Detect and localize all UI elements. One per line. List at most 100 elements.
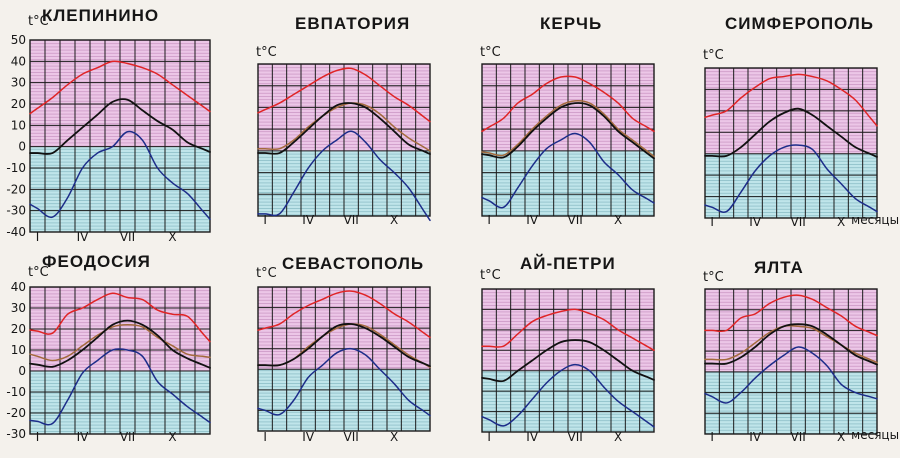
x-tick-label: VII — [791, 215, 806, 229]
y-tick-label: -20 — [6, 182, 26, 196]
x-axis-unit-label: месяцы — [851, 428, 900, 442]
x-tick-label: IV — [77, 230, 90, 244]
series-line-absolute-min — [257, 347, 431, 417]
y-axis-label: t°C — [28, 14, 49, 29]
x-tick-label: I — [710, 215, 714, 229]
y-axis-label: t°C — [256, 45, 277, 60]
x-tick-label: VII — [344, 213, 359, 227]
series-line-absolute-min — [704, 144, 878, 213]
series-line-absolute-max — [257, 67, 431, 123]
chart-8: I IV VII X — [704, 288, 878, 444]
x-tick-label: I — [36, 430, 40, 444]
x-tick-label: X — [168, 230, 176, 244]
x-axis: I IV VII X — [710, 430, 845, 444]
x-tick-label: IV — [526, 213, 539, 227]
chart-1: 50 40 30 20 10 0 -10 -20 -30 -40 I IV VII X — [6, 33, 211, 244]
y-tick-label: -30 — [6, 204, 26, 218]
y-tick-label: 0 — [18, 140, 26, 154]
x-tick-label: VII — [120, 230, 135, 244]
y-tick-label: 40 — [11, 54, 26, 68]
series-line-absolute-max — [29, 60, 211, 115]
y-axis-label: t°C — [256, 266, 277, 281]
series-line-mean — [29, 319, 211, 369]
y-tick-label: -40 — [6, 225, 26, 239]
x-tick-label: X — [614, 213, 622, 227]
y-tick-label: 0 — [18, 364, 26, 378]
x-tick-label: I — [263, 430, 267, 444]
x-tick-label: X — [390, 430, 398, 444]
chart-title: СИМФЕРОПОЛЬ — [725, 14, 875, 33]
plot-frame — [257, 286, 431, 432]
y-axis-label: t°C — [480, 45, 501, 60]
plot-frame — [704, 67, 878, 219]
y-tick-label: 40 — [11, 280, 26, 294]
chart-title: КЛЕПИНИНО — [42, 6, 160, 25]
series-line-mean-brown — [257, 102, 431, 152]
series-line-mean — [257, 323, 431, 368]
plot-area — [481, 63, 655, 217]
x-tick-label: IV — [749, 430, 762, 444]
x-tick-label: I — [263, 213, 267, 227]
x-tick-label: VII — [344, 430, 359, 444]
plot-area — [481, 288, 655, 433]
chart-6: I IV VII X — [257, 286, 431, 444]
x-tick-label: I — [487, 213, 491, 227]
chart-title: АЙ-ПЕТРИ — [520, 254, 616, 273]
series-line-absolute-min — [29, 130, 211, 220]
x-tick-label: X — [837, 215, 845, 229]
plot-frame — [704, 288, 878, 435]
chart-title: СЕВАСТОПОЛЬ — [282, 254, 425, 273]
y-tick-label: 10 — [11, 118, 26, 132]
y-axis-label: t°C — [28, 265, 49, 280]
plot-frame — [29, 39, 211, 233]
chart-2: I IV VII X — [257, 63, 431, 227]
y-tick-label: 20 — [11, 97, 26, 111]
y-tick-label: 30 — [11, 76, 26, 90]
series-line-mean-brown — [704, 324, 878, 364]
series-line-absolute-max — [481, 308, 655, 352]
series-line-mean — [481, 339, 655, 383]
x-tick-label: I — [710, 430, 714, 444]
x-tick-label: IV — [77, 430, 90, 444]
chart-5: 40 30 20 10 0 -10 -20 -30 I IV VII X — [6, 280, 211, 444]
plot-frame — [481, 63, 655, 217]
plot-area: 40 30 20 10 0 -10 -20 -30 — [6, 280, 211, 441]
x-tick-label: I — [487, 430, 491, 444]
plot-area: 50 40 30 20 10 0 -10 -20 -30 -40 — [6, 33, 211, 239]
series-line-absolute-min — [481, 363, 655, 428]
x-tick-label: IV — [526, 430, 539, 444]
x-tick-label: X — [168, 430, 176, 444]
series-line-absolute-min — [481, 132, 655, 209]
series-line-mean — [257, 102, 431, 156]
plot-area — [257, 63, 431, 222]
series-line-mean-brown — [29, 324, 211, 362]
series-line-absolute-max — [257, 290, 431, 339]
x-tick-label: VII — [568, 430, 583, 444]
x-tick-label: X — [390, 213, 398, 227]
series-line-mean — [29, 98, 211, 155]
x-tick-label: IV — [302, 213, 315, 227]
series-line-absolute-max — [704, 73, 878, 127]
x-axis-unit-label: месяцы — [851, 213, 900, 227]
series-line-mean — [704, 107, 878, 158]
x-tick-label: VII — [791, 430, 806, 444]
x-axis: I IV VII X — [263, 430, 398, 444]
series-line-absolute-min — [29, 348, 211, 426]
series-line-mean — [481, 102, 655, 160]
x-tick-label: VII — [120, 430, 135, 444]
y-tick-label: 10 — [11, 343, 26, 357]
chart-4: I IV VII X — [704, 67, 878, 229]
series-line-absolute-min — [257, 130, 431, 222]
y-tick-label: -10 — [6, 161, 26, 175]
series-line-absolute-max — [704, 294, 878, 337]
chart-title: ЕВПАТОРИЯ — [295, 14, 411, 33]
x-tick-label: VII — [568, 213, 583, 227]
y-tick-label: -20 — [6, 406, 26, 420]
x-axis: I IV VII X — [36, 230, 177, 244]
x-tick-label: I — [36, 230, 40, 244]
y-axis-label: t°C — [480, 268, 501, 283]
grid — [257, 286, 431, 432]
plot-area — [704, 67, 878, 219]
series-line-mean — [704, 323, 878, 366]
